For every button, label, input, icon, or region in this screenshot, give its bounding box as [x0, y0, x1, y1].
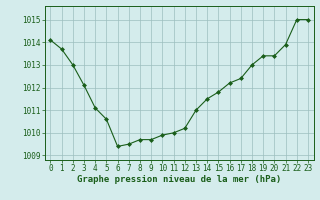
- X-axis label: Graphe pression niveau de la mer (hPa): Graphe pression niveau de la mer (hPa): [77, 175, 281, 184]
